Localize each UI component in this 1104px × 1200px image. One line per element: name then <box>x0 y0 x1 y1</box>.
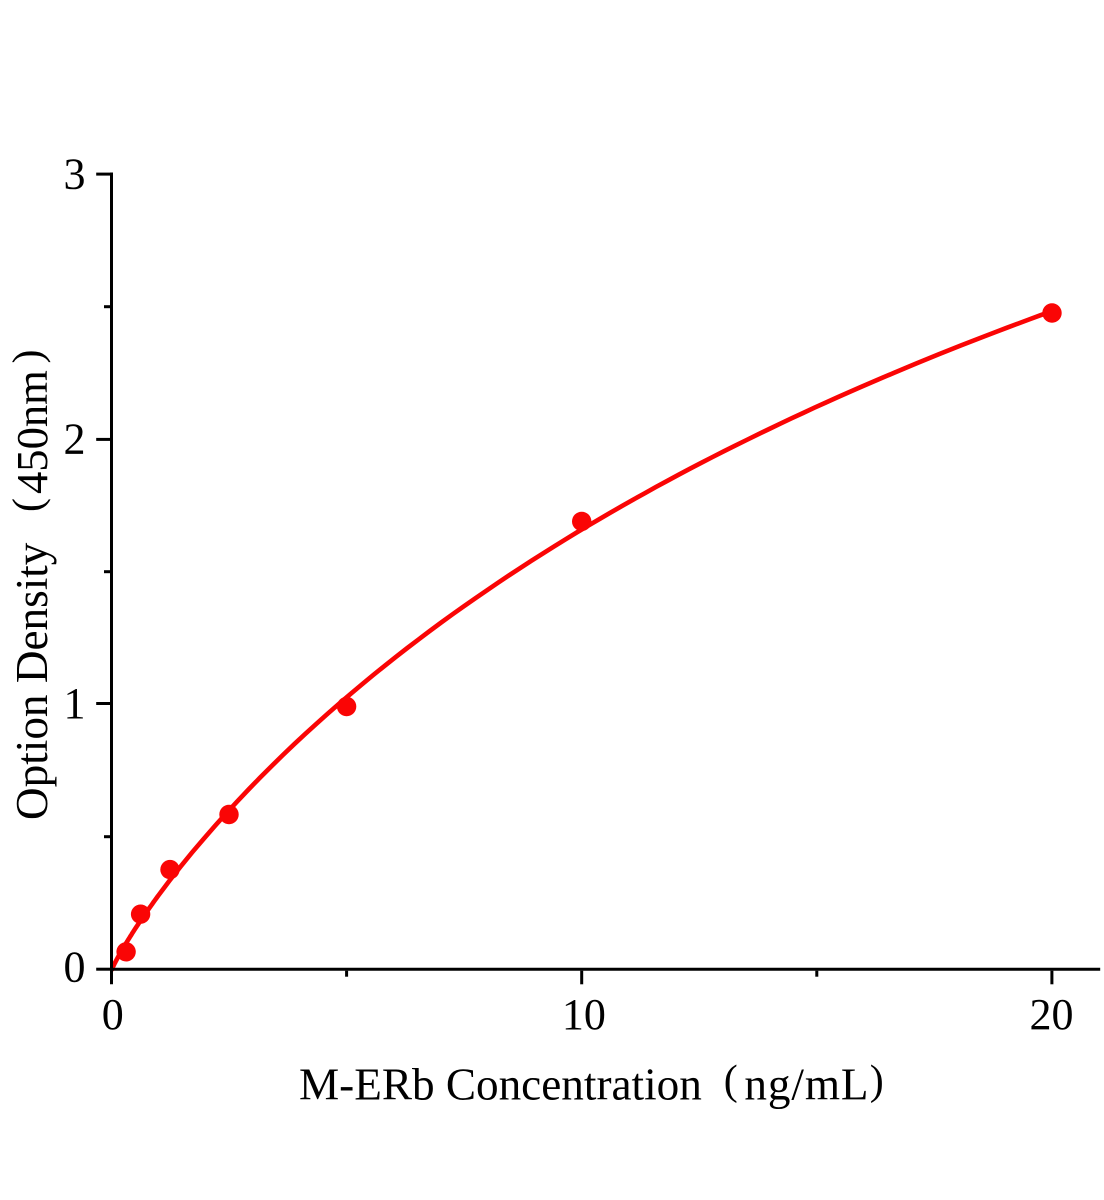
svg-text:10: 10 <box>562 990 606 1039</box>
svg-text:Option Density: Option Density <box>7 542 57 820</box>
svg-text:0: 0 <box>102 990 124 1039</box>
svg-text:1: 1 <box>64 679 86 728</box>
svg-text:): ) <box>5 350 51 364</box>
svg-text:(: ( <box>5 498 51 512</box>
svg-text:2: 2 <box>64 415 86 464</box>
svg-text:0: 0 <box>64 943 86 992</box>
svg-text:20: 20 <box>1030 990 1074 1039</box>
svg-text:(: ( <box>724 1058 738 1104</box>
svg-text:ng/mL: ng/mL <box>744 1060 869 1110</box>
svg-text:M-ERb Concentration: M-ERb Concentration <box>299 1060 702 1110</box>
svg-text:): ) <box>870 1058 884 1104</box>
svg-text:450nm: 450nm <box>7 370 57 494</box>
svg-text:3: 3 <box>64 149 86 198</box>
